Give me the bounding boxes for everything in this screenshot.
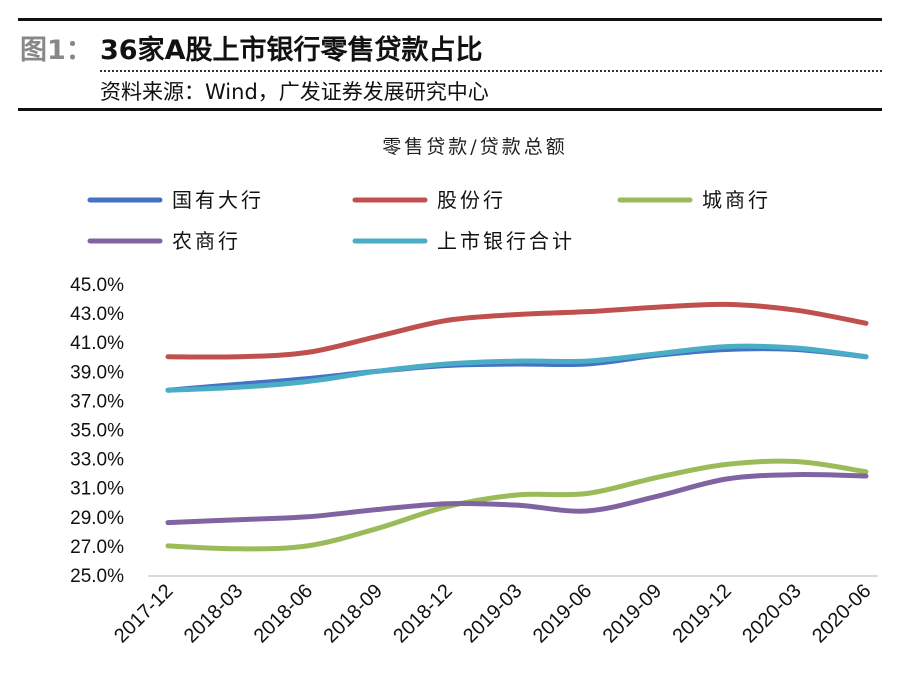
y-tick-label: 43.0% [70, 304, 124, 325]
x-tick-label: 2019-12 [668, 580, 735, 647]
x-tick-label: 2018-12 [389, 580, 456, 647]
y-tick-label: 41.0% [70, 333, 124, 354]
series-lines [165, 301, 869, 552]
source-note: 资料来源：Wind，广发证券发展研究中心 [100, 80, 489, 104]
figure-title: 36家A股上市银行零售贷款占比 [100, 35, 483, 66]
legend-label: 国有大行 [172, 188, 264, 212]
legend-label: 上市银行合计 [437, 229, 575, 253]
y-tick-label: 35.0% [70, 421, 124, 442]
series-line [165, 472, 869, 526]
y-tick-label: 25.0% [70, 566, 124, 587]
legend-item: 城商行 [617, 188, 771, 212]
x-tick-label: 2020-03 [738, 580, 805, 647]
x-tick-label: 2017-12 [110, 580, 177, 647]
x-tick-label: 2019-06 [529, 580, 596, 647]
y-tick-label: 31.0% [70, 479, 124, 500]
legend-item: 股份行 [352, 188, 506, 212]
y-tick-label: 45.0% [70, 275, 124, 296]
x-tick-label: 2018-06 [250, 580, 317, 647]
x-axis: 2017-12 2018-03 2018-06 2018-09 2018-12 2019-… [110, 575, 878, 647]
series-line [165, 301, 869, 360]
bottom-rule [18, 108, 882, 111]
series-line [165, 458, 869, 552]
y-tick-label: 39.0% [70, 362, 124, 383]
y-axis: 25.0% 27.0% 29.0% 31.0% 33.0% 35.0% 37.0% 39.0%… [70, 275, 124, 587]
y-tick-label: 37.0% [70, 391, 124, 412]
x-tick-label: 2019-03 [459, 580, 526, 647]
legend-item: 上市银行合计 [352, 229, 575, 253]
x-tick-label: 2019-09 [599, 580, 666, 647]
x-tick-label: 2020-06 [808, 580, 875, 647]
legend-item: 农商行 [87, 229, 241, 253]
series-line [165, 346, 869, 393]
dotted-divider [100, 70, 882, 72]
legend-label: 股份行 [437, 188, 506, 212]
x-tick-label: 2018-03 [180, 580, 247, 647]
chart-title: 零售贷款/贷款总额 [382, 136, 567, 158]
x-tick-label: 2018-09 [319, 580, 386, 647]
figure-label: 图1： [20, 35, 93, 66]
legend-label: 农商行 [172, 229, 241, 253]
series-line [165, 343, 869, 393]
y-tick-label: 33.0% [70, 450, 124, 471]
legend-label: 城商行 [702, 188, 771, 212]
legend-item: 国有大行 [87, 188, 264, 212]
y-tick-label: 27.0% [70, 537, 124, 558]
y-tick-label: 29.0% [70, 508, 124, 529]
top-rule [18, 18, 882, 21]
